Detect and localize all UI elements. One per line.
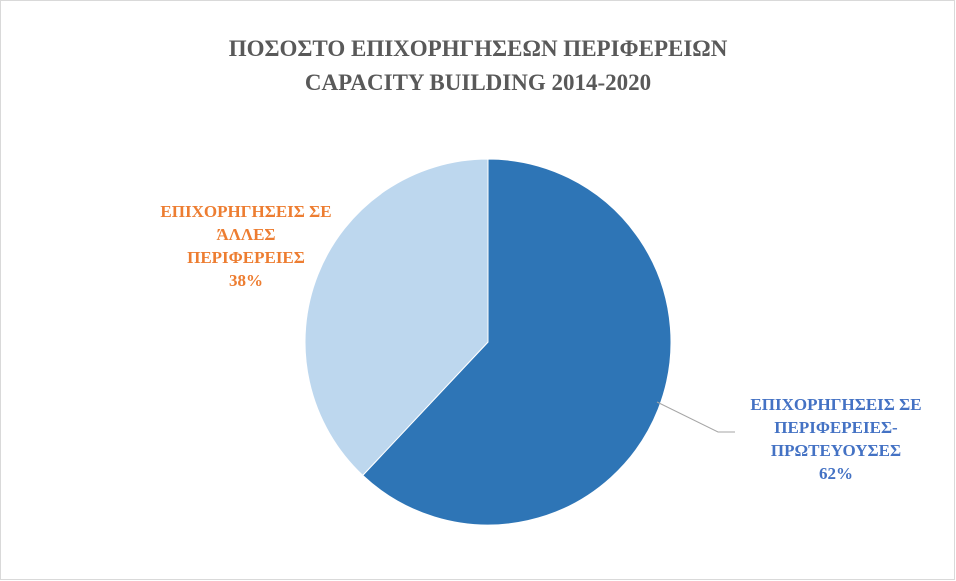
pie-slice (362, 158, 672, 526)
leader-line (656, 401, 735, 433)
category-label: ΕΠΙΧΟΡΗΓΗΣΕΙΣ ΣΕ ΠΕΡΙΦΕΡΕΙΕΣ-ΠΡΩΤΕΥΟΥΣΕΣ (750, 395, 922, 460)
value-label: 38% (229, 271, 263, 290)
chart-title: CAPACITY BUILDING 2014-2020 (305, 70, 651, 95)
data-label: ΕΠΙΧΟΡΗΓΗΣΕΙΣ ΣΕ ΆΛΛΕΣ ΠΕΡΙΦΕΡΕΙΕΣ 38% (158, 200, 334, 292)
data-label: ΕΠΙΧΟΡΗΓΗΣΕΙΣ ΣΕ ΠΕΡΙΦΕΡΕΙΕΣ-ΠΡΩΤΕΥΟΥΣΕΣ… (722, 393, 950, 485)
value-label: 62% (819, 464, 853, 483)
chart-title: ΠΟΣΟΣΤΟ ΕΠΙΧΟΡΗΓΗΣΕΩΝ ΠΕΡΙΦΕΡΕΙΩΝ (229, 36, 728, 61)
category-label: ΕΠΙΧΟΡΗΓΗΣΕΙΣ ΣΕ ΆΛΛΕΣ ΠΕΡΙΦΕΡΕΙΕΣ (160, 202, 332, 267)
pie-slice (304, 158, 489, 477)
